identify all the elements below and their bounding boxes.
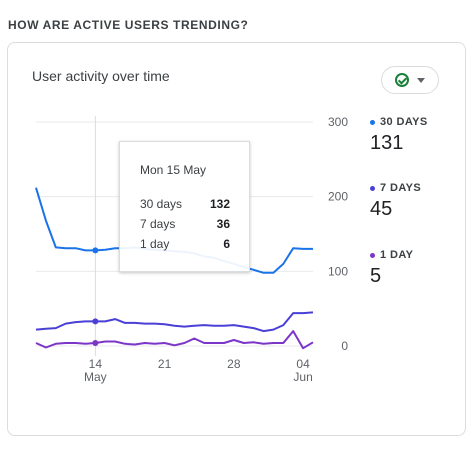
legend-dot-1-day [370,252,375,258]
y-tick-label: 300 [328,115,348,129]
legend-label: 1 DAY [380,249,414,261]
legend-value: 131 [370,132,404,154]
caret-down-icon [417,77,425,83]
tooltip-label: 7 days [140,217,176,231]
check-circle-icon [395,73,409,87]
tooltip-value: 6 [223,237,230,251]
x-tick-label: 28 [227,357,241,371]
legend-label: 7 DAYS [380,182,422,194]
chart-tooltip: Mon 15 May 30 days 132 7 days 36 1 day 6 [119,141,250,272]
tooltip-row-30-days: 30 days 132 [140,197,230,211]
x-tick-label: 04 [296,357,310,371]
tooltip-value: 132 [209,197,230,211]
legend-dot-30-days [370,119,375,125]
series-line-2 [35,330,314,350]
tooltip-value: 36 [216,217,230,231]
legend-value: 45 [370,198,393,220]
legend-label: 30 DAYS [380,116,428,128]
legend-value: 5 [370,265,382,287]
hover-point-2 [92,340,99,347]
tooltip-label: 1 day [140,237,170,251]
y-tick-label: 0 [341,339,348,353]
x-tick-sublabel: Jun [293,370,312,384]
y-tick-label: 200 [328,190,348,204]
tooltip-row-7-days: 7 days 36 [140,217,230,231]
series-line-1 [35,311,314,333]
hover-point-1 [92,318,99,325]
y-tick-label: 100 [328,264,348,278]
legend-dot-7-days [370,185,375,191]
legend-item-7-days: 7 DAYS 45 [370,182,421,221]
comparison-dropdown-button[interactable] [381,66,439,94]
hover-point-0 [92,247,99,254]
x-tick-label: 21 [158,357,172,371]
tooltip-row-1-day: 1 day 6 [140,237,230,251]
card-title: User activity over time [32,68,170,84]
tooltip-label: 30 days [140,197,183,211]
x-tick-label: 14 [89,357,103,371]
legend-item-1-day: 1 DAY 5 [370,249,413,288]
tooltip-date: Mon 15 May [140,163,207,177]
legend-item-30-days: 30 DAYS 131 [370,116,428,155]
x-tick-sublabel: May [84,370,107,384]
section-title: HOW ARE ACTIVE USERS TRENDING? [8,18,249,32]
